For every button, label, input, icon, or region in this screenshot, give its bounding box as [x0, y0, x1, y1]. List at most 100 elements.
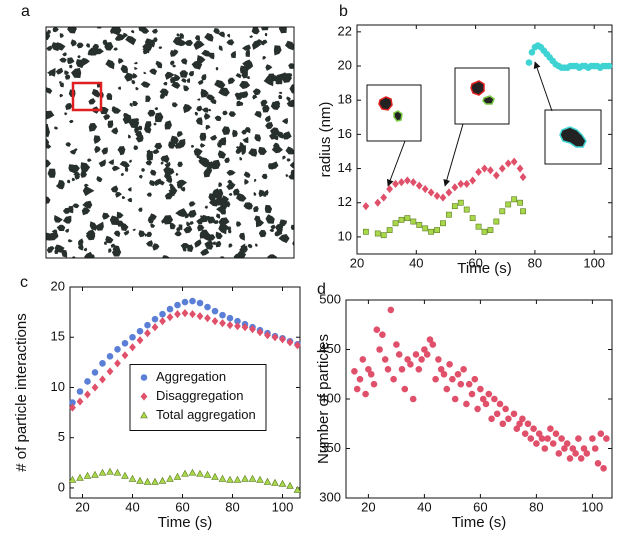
particle	[241, 129, 247, 135]
particle	[128, 134, 131, 139]
point	[353, 385, 361, 393]
legend-label: Total aggregation	[156, 407, 256, 422]
point	[248, 474, 257, 482]
particle	[79, 57, 90, 67]
point	[211, 317, 219, 326]
point	[401, 385, 409, 393]
particle	[204, 205, 208, 209]
particle	[200, 248, 210, 256]
particle	[217, 150, 226, 159]
particle	[138, 230, 146, 238]
point	[594, 460, 602, 467]
particle	[124, 72, 133, 82]
legend-marker	[140, 411, 148, 419]
x-tick-label: 20	[75, 499, 89, 514]
point	[435, 356, 442, 363]
point	[362, 390, 369, 398]
particle	[285, 174, 289, 177]
particle	[177, 161, 183, 168]
particle	[236, 192, 247, 202]
particle	[196, 98, 201, 101]
particle	[183, 225, 193, 234]
point	[241, 323, 249, 332]
point	[471, 375, 479, 383]
particle	[176, 179, 188, 186]
particle	[135, 86, 139, 91]
point	[575, 435, 582, 442]
point	[256, 475, 264, 483]
point	[144, 321, 151, 329]
particle	[272, 75, 278, 82]
point	[469, 176, 477, 185]
point	[524, 420, 532, 428]
point	[491, 395, 498, 403]
particle	[157, 180, 165, 186]
point	[114, 359, 121, 368]
y-tick-label: 18	[338, 92, 352, 107]
x-tick-label: 60	[468, 255, 482, 270]
particle	[144, 233, 148, 237]
image-frame	[45, 26, 295, 259]
particle	[46, 31, 51, 41]
point	[440, 370, 448, 378]
point	[440, 220, 446, 227]
point	[226, 475, 234, 483]
particle	[59, 82, 64, 88]
point	[76, 388, 84, 395]
particle	[81, 207, 91, 216]
particle	[164, 120, 172, 130]
particle	[69, 64, 73, 69]
particle	[71, 167, 78, 174]
particle	[170, 77, 177, 84]
particle	[206, 94, 215, 102]
y-tick-label: 5	[58, 429, 65, 444]
particle	[193, 41, 205, 50]
particle	[226, 183, 235, 190]
particle	[88, 98, 96, 105]
particle	[119, 161, 130, 169]
x-axis-label: Time (s)	[158, 514, 212, 531]
point	[359, 356, 367, 363]
point	[493, 410, 501, 418]
particle	[251, 27, 260, 35]
particle	[147, 109, 156, 117]
y-tick-label: 450	[319, 341, 341, 356]
y-tick-label: 10	[51, 379, 65, 394]
point	[226, 314, 234, 322]
particle	[276, 225, 283, 234]
point	[552, 430, 560, 437]
particle	[116, 211, 124, 219]
particle	[183, 39, 193, 46]
particle	[218, 45, 223, 51]
particle	[110, 185, 119, 193]
point	[475, 167, 482, 177]
point	[113, 468, 122, 476]
particle	[203, 112, 211, 120]
particle	[273, 45, 282, 56]
particle	[46, 159, 51, 168]
particle	[217, 142, 222, 148]
point	[373, 326, 381, 334]
particle	[270, 127, 279, 136]
particle	[260, 27, 269, 31]
particle	[62, 215, 72, 224]
point	[106, 367, 114, 376]
particle	[199, 143, 206, 148]
point	[196, 299, 204, 307]
particle	[178, 224, 183, 231]
particle	[141, 27, 150, 34]
particle	[215, 240, 222, 248]
particle	[138, 207, 143, 212]
particle	[146, 150, 154, 161]
point	[481, 228, 488, 235]
particle	[175, 173, 179, 176]
point	[362, 228, 369, 235]
particle	[252, 94, 258, 100]
particle	[101, 147, 108, 155]
particle	[153, 37, 158, 43]
particle	[209, 134, 218, 141]
particle	[232, 129, 238, 138]
point	[426, 336, 434, 343]
particle	[107, 120, 114, 128]
legend-label: Disaggregation	[156, 388, 243, 403]
